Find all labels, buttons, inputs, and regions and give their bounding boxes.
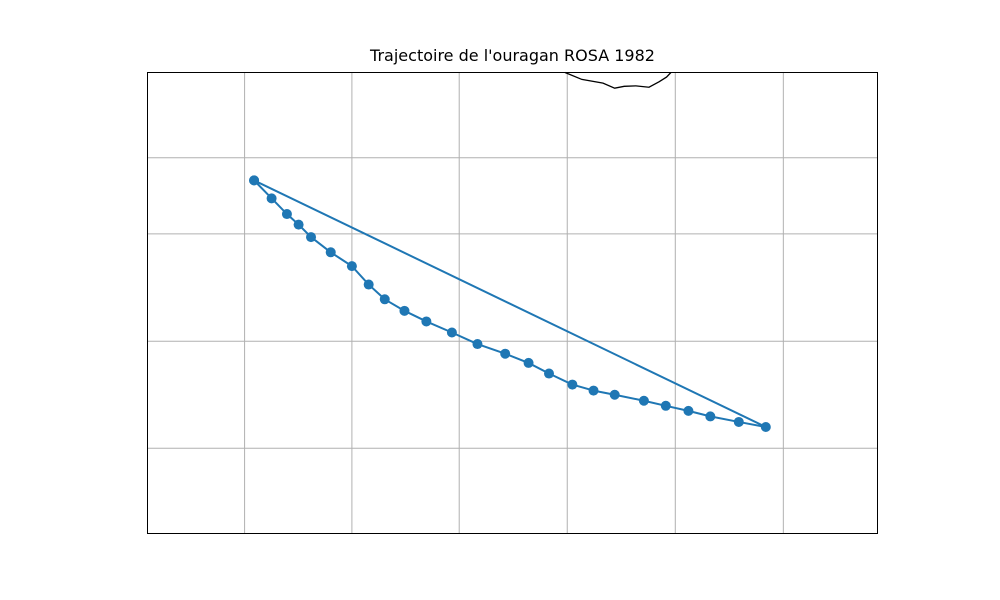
track-point (760, 422, 771, 433)
track-point (588, 385, 599, 396)
track-point (733, 416, 744, 427)
track-point (363, 279, 374, 290)
track-point (472, 339, 483, 350)
track-point (567, 379, 578, 390)
track-point (325, 247, 336, 258)
chart-title: Trajectoire de l'ouragan ROSA 1982 (370, 46, 655, 65)
track-point (523, 357, 534, 368)
track-point (266, 193, 277, 204)
hurricane-track (249, 175, 771, 433)
track-point (249, 175, 260, 186)
track-point (500, 348, 511, 359)
track-point (293, 219, 304, 230)
track-point (306, 232, 317, 243)
track-point (399, 305, 410, 316)
track-point (638, 395, 649, 406)
track-point (683, 405, 694, 416)
track-point (609, 389, 620, 400)
track-point (446, 327, 457, 338)
track-point (421, 316, 432, 327)
map-frame (147, 72, 878, 534)
track-point (705, 411, 716, 422)
track-line (253, 179, 767, 429)
gridlines (147, 72, 878, 534)
track-point (379, 294, 390, 305)
track-point (346, 261, 357, 272)
coastline (564, 71, 672, 89)
track-point (281, 209, 292, 220)
track-point (660, 400, 671, 411)
track-point (544, 368, 554, 379)
coastline-path (564, 71, 672, 89)
